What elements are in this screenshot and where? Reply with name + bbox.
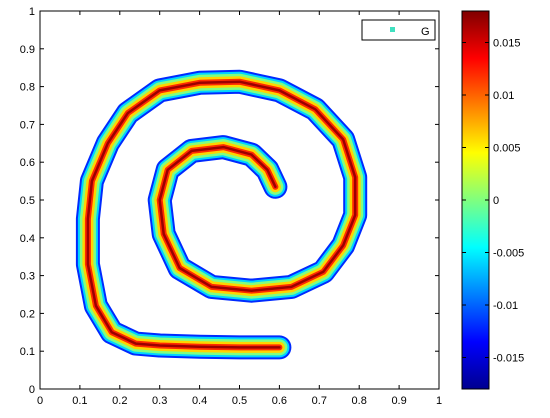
colorbar-tick-label: -0.015: [493, 353, 524, 365]
colorbar-tick-label: 0: [493, 195, 499, 207]
y-tick-label: 0.5: [20, 195, 35, 207]
y-tick-label: 0.9: [20, 44, 35, 56]
x-tick-label: 0.8: [352, 395, 367, 407]
x-tick-label: 1: [436, 395, 442, 407]
x-tick-label: 0.2: [112, 395, 127, 407]
y-tick-label: 0.2: [20, 308, 35, 320]
colorbar-tick-label: 0.015: [493, 38, 521, 50]
y-tick-label: 0.7: [20, 119, 35, 131]
x-tick-label: 0.1: [72, 395, 87, 407]
x-tick-label: 0.3: [152, 395, 167, 407]
y-tick-label: 0.6: [20, 157, 35, 169]
colorbar-tick-label: 0.01: [493, 90, 514, 102]
x-tick-label: 0: [37, 395, 43, 407]
x-tick-label: 0.7: [312, 395, 327, 407]
y-tick-label: 1: [29, 6, 35, 18]
legend-marker-g: [390, 27, 395, 32]
x-tick-label: 0.9: [391, 395, 406, 407]
colorbar: 0.015 0.01 0.005 0 -0.005 -0.01 -0.015: [462, 11, 524, 389]
y-tick-label: 0.8: [20, 82, 35, 94]
y-tick-label: 0.3: [20, 271, 35, 283]
colorbar-tick-label: 0.005: [493, 143, 521, 155]
colorbar-gradient: [462, 11, 489, 389]
colorbar-tick-label: -0.005: [493, 248, 524, 260]
colorbar-tick-label: -0.01: [493, 300, 518, 312]
y-tick-label: 0: [29, 384, 35, 396]
y-tick-label: 0.4: [20, 233, 35, 245]
x-tick-label: 0.5: [232, 395, 247, 407]
x-tick-label: 0.4: [192, 395, 207, 407]
y-tick-label: 0.1: [20, 346, 35, 358]
legend-label-g: G: [421, 26, 430, 38]
legend: G: [362, 20, 435, 40]
x-tick-label: 0.6: [272, 395, 287, 407]
